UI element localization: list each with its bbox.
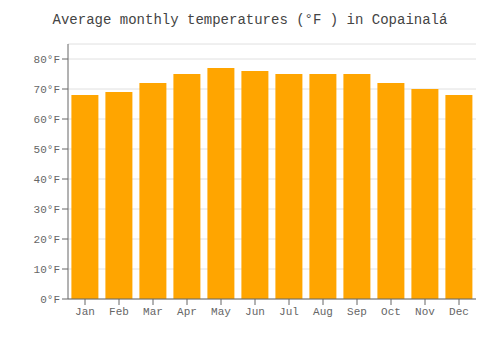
svg-text:30°F: 30°F — [34, 204, 60, 216]
svg-text:50°F: 50°F — [34, 144, 60, 156]
html-text:Average monthly temperatures (: Average monthly temperatures (°F ) in Co… — [52, 12, 448, 28]
svg-text:Aug: Aug — [313, 306, 333, 318]
svg-text:0°F: 0°F — [40, 294, 60, 306]
svg-text:Jan: Jan — [75, 306, 95, 318]
svg-text:80°F: 80°F — [34, 54, 60, 66]
svg-text:Feb: Feb — [109, 306, 129, 318]
svg-text:Oct: Oct — [381, 306, 401, 318]
svg-text:Sep: Sep — [347, 306, 367, 318]
svg-text:Jun: Jun — [245, 306, 265, 318]
svg-text:Apr: Apr — [177, 306, 197, 318]
svg-text:Nov: Nov — [415, 306, 435, 318]
svg-text:10°F: 10°F — [34, 264, 60, 276]
svg-text:60°F: 60°F — [34, 114, 60, 126]
svg-text:Jul: Jul — [279, 306, 299, 318]
svg-text:Dec: Dec — [449, 306, 469, 318]
svg-text:40°F: 40°F — [34, 174, 60, 186]
svg-text:May: May — [211, 306, 231, 318]
svg-text:Mar: Mar — [143, 306, 163, 318]
svg-text:70°F: 70°F — [34, 84, 60, 96]
svg-text:20°F: 20°F — [34, 234, 60, 246]
